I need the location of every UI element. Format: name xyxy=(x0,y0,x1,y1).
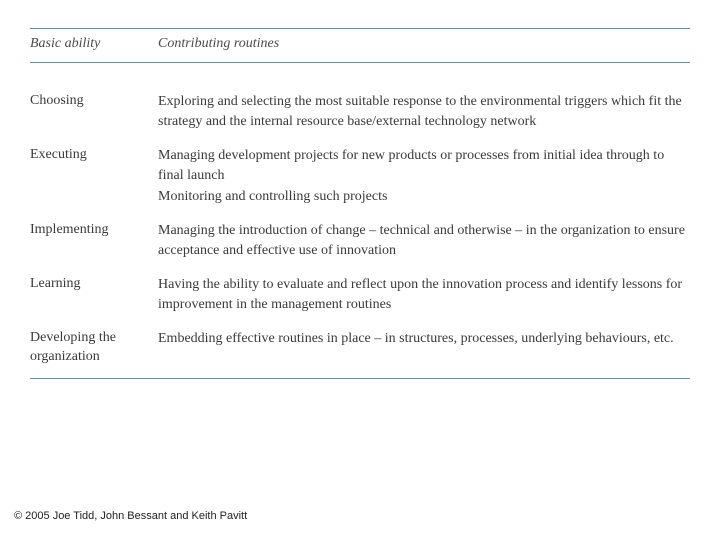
routine-text: Managing development projects for new pr… xyxy=(158,146,690,186)
ability-label: Choosing xyxy=(30,92,158,132)
table-row: Implementing Managing the introduction o… xyxy=(30,214,690,268)
routines-cell: Exploring and selecting the most suitabl… xyxy=(158,92,690,132)
table-row: Learning Having the ability to evaluate … xyxy=(30,268,690,322)
copyright-line: © 2005 Joe Tidd, John Bessant and Keith … xyxy=(14,510,247,522)
abilities-table: Basic ability Contributing routines Choo… xyxy=(30,28,690,379)
table-row: Developing the organization Embedding ef… xyxy=(30,322,690,374)
routine-text: Monitoring and controlling such projects xyxy=(158,187,690,207)
routines-cell: Managing development projects for new pr… xyxy=(158,146,690,208)
table-row: Executing Managing development projects … xyxy=(30,139,690,215)
ability-label: Developing the organization xyxy=(30,329,158,367)
routine-text: Having the ability to evaluate and refle… xyxy=(158,275,690,315)
ability-label: Implementing xyxy=(30,221,158,261)
routine-text: Managing the introduction of change – te… xyxy=(158,221,690,261)
routine-text: Embedding effective routines in place – … xyxy=(158,329,690,349)
ability-label: Learning xyxy=(30,275,158,315)
table-body: Choosing Exploring and selecting the mos… xyxy=(30,63,690,374)
header-contributing-routines: Contributing routines xyxy=(158,35,690,54)
table-bottom-rule xyxy=(30,378,690,379)
page: Basic ability Contributing routines Choo… xyxy=(0,0,720,540)
routines-cell: Managing the introduction of change – te… xyxy=(158,221,690,261)
table-row: Choosing Exploring and selecting the mos… xyxy=(30,85,690,139)
table-header-row: Basic ability Contributing routines xyxy=(30,29,690,63)
ability-label: Executing xyxy=(30,146,158,208)
header-basic-ability: Basic ability xyxy=(30,35,158,54)
routine-text: Exploring and selecting the most suitabl… xyxy=(158,92,690,132)
routines-cell: Having the ability to evaluate and refle… xyxy=(158,275,690,315)
routines-cell: Embedding effective routines in place – … xyxy=(158,329,690,367)
